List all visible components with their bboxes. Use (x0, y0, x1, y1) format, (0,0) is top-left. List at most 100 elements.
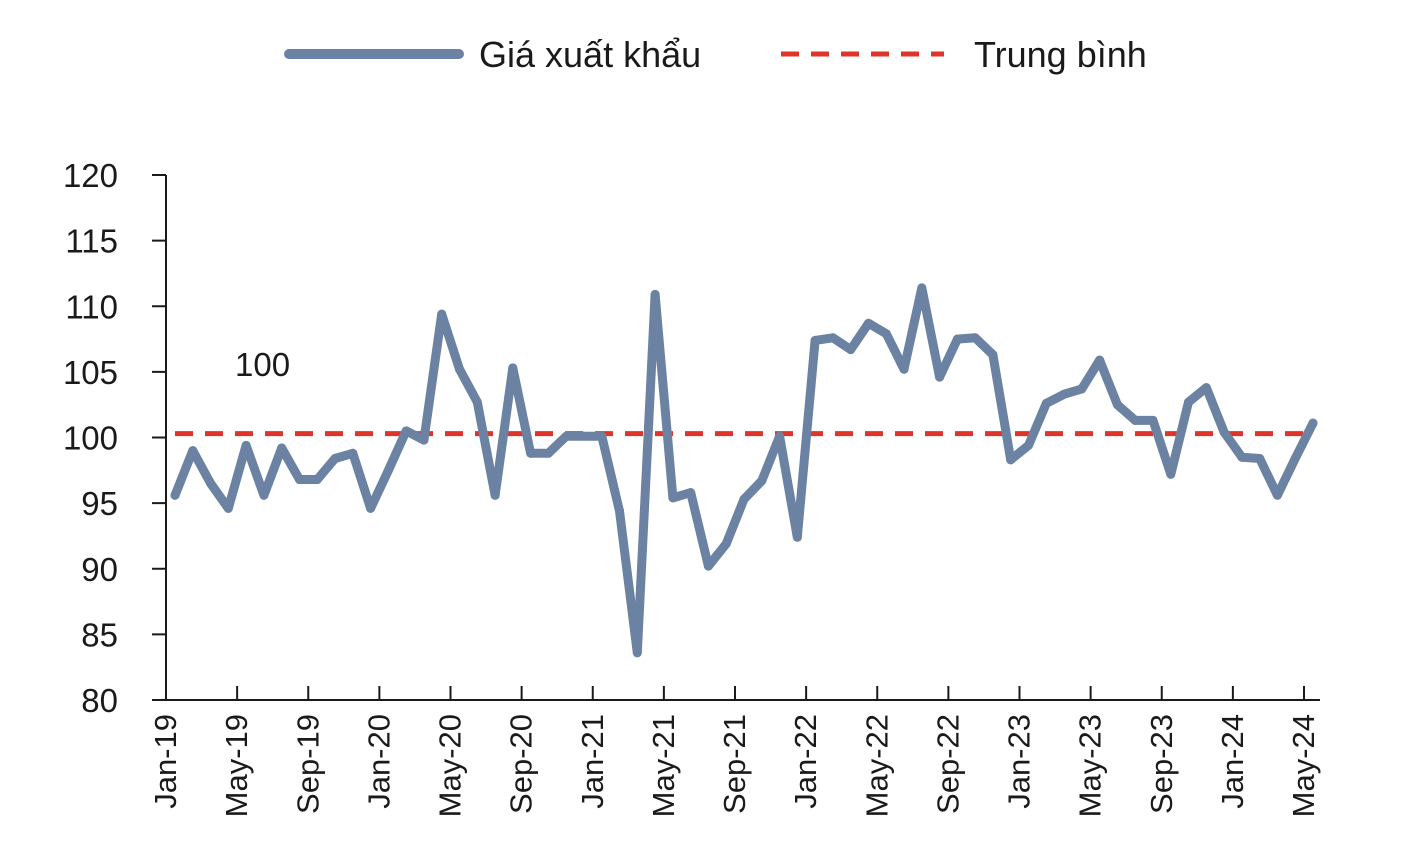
export-price-point (988, 350, 998, 360)
export-price-point (615, 506, 625, 516)
x-tick-label: Sep-21 (717, 714, 752, 814)
annotation-label: 100 (235, 346, 290, 383)
y-tick-label: 80 (81, 682, 118, 719)
legend-label-export-price: Giá xuất khẩu (479, 34, 701, 75)
export-price-point (1166, 469, 1176, 479)
export-price-points (170, 283, 1318, 658)
export-price-point (828, 333, 838, 343)
export-price-point (899, 364, 909, 374)
export-price-point (419, 435, 429, 445)
export-price-point (170, 490, 180, 500)
export-price-point (1059, 389, 1069, 399)
export-price-point (1237, 452, 1247, 462)
export-price-point (508, 363, 518, 373)
y-tick-label: 110 (65, 288, 118, 325)
x-tick-label: Sep-20 (504, 714, 539, 814)
export-price-point (1308, 418, 1318, 428)
export-price-point (579, 431, 589, 441)
export-price-point (668, 493, 678, 503)
x-tick-label: Sep-19 (290, 714, 325, 814)
export-price-point (863, 318, 873, 328)
export-price-point (437, 309, 447, 319)
export-price-point (1201, 383, 1211, 393)
export-price-point (721, 539, 731, 549)
export-price-point (1095, 355, 1105, 365)
export-price-point (312, 475, 322, 484)
y-tick-label: 105 (63, 354, 118, 391)
export-price-point (917, 283, 927, 293)
x-axis: Jan-19 May-19 Sep-19 Jan-20 May-20 Sep-20 Jan-… (148, 686, 1321, 817)
export-price-point (455, 364, 464, 374)
x-tick-label: Jan-24 (1215, 714, 1250, 809)
y-axis: 80 85 90 95 100 105 110 115 120 (63, 157, 167, 719)
export-price-point (188, 446, 198, 456)
export-price-point (383, 465, 393, 475)
export-price-point (1219, 427, 1229, 437)
export-price-point (1024, 440, 1033, 450)
y-tick-group: 80 85 90 95 100 105 110 115 120 (63, 157, 166, 719)
export-price-point (1255, 454, 1265, 463)
export-price-point (294, 475, 304, 484)
export-price-point (1148, 415, 1158, 425)
export-price-point (757, 476, 767, 486)
export-price-point (277, 443, 287, 453)
x-tick-label: May-20 (433, 714, 468, 817)
export-price-point (1130, 415, 1140, 425)
legend-label-average: Trung bình (974, 34, 1147, 75)
export-price-point (223, 503, 233, 513)
export-price-point (1272, 490, 1282, 500)
export-price-point (597, 431, 607, 441)
y-tick-label: 120 (63, 157, 118, 194)
y-tick-label: 95 (81, 485, 118, 522)
x-tick-label: May-19 (219, 714, 254, 817)
export-price-point (1006, 455, 1016, 465)
x-tick-label: May-21 (646, 714, 681, 817)
export-price-point (526, 448, 536, 458)
export-price-point (241, 440, 251, 450)
export-price-point (1041, 398, 1051, 408)
export-price-point (970, 333, 980, 343)
export-price-point (348, 448, 358, 458)
x-tick-label: May-24 (1286, 714, 1321, 817)
x-tick-label: Jan-23 (1002, 714, 1037, 809)
export-price-point (366, 503, 376, 513)
export-price-point (561, 431, 571, 441)
export-price-point (206, 478, 216, 488)
export-price-point (881, 329, 891, 339)
export-price-point (330, 454, 340, 463)
legend: Giá xuất khẩu Trung bình (284, 34, 1147, 75)
export-price-point (472, 397, 482, 407)
x-tick-label: Jan-22 (788, 714, 823, 809)
export-price-point (952, 334, 962, 344)
export-price-point (686, 488, 696, 498)
y-tick-label: 90 (81, 551, 118, 588)
export-price-point (739, 494, 749, 504)
export-price-point (650, 289, 660, 299)
export-price-point (1077, 384, 1087, 394)
x-tick-label: Sep-23 (1144, 714, 1179, 814)
x-tick-group: Jan-19 May-19 Sep-19 Jan-20 May-20 Sep-20 Jan-… (148, 686, 1321, 817)
export-price-point (543, 448, 553, 458)
export-price-point (401, 426, 411, 436)
export-price-point (810, 335, 820, 345)
export-price-point (632, 648, 642, 658)
export-price-point (1184, 397, 1194, 407)
export-price-point (775, 431, 785, 441)
export-price-point (846, 345, 856, 355)
export-price-point (259, 490, 269, 500)
export-price-point (703, 561, 713, 571)
x-tick-label: Jan-20 (361, 714, 396, 809)
export-price-point (1112, 400, 1122, 410)
y-tick-label: 85 (81, 616, 118, 653)
export-price-point (490, 490, 500, 500)
export-price-point (935, 372, 945, 382)
export-price-line (170, 283, 1318, 658)
export-price-point (792, 532, 802, 542)
export-price-point (1290, 454, 1300, 463)
y-tick-label: 100 (63, 420, 118, 457)
x-tick-label: May-22 (859, 714, 894, 817)
x-tick-label: Jan-21 (575, 714, 610, 809)
x-tick-label: Sep-22 (930, 714, 965, 814)
x-tick-label: May-23 (1073, 714, 1108, 817)
